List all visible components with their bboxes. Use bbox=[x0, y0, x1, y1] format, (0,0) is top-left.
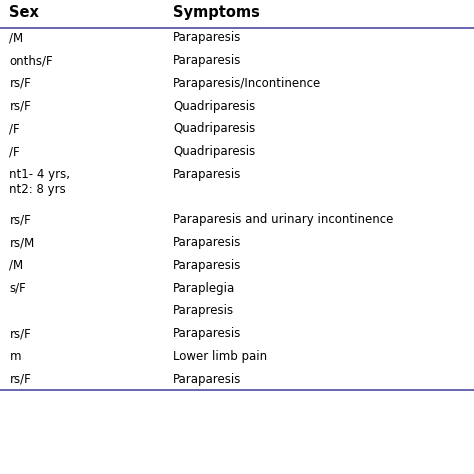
Text: rs/M: rs/M bbox=[9, 236, 35, 249]
Text: Paraparesis and urinary incontinence: Paraparesis and urinary incontinence bbox=[173, 213, 393, 226]
Text: rs/F: rs/F bbox=[9, 77, 31, 90]
Text: nt1- 4 yrs,
nt2: 8 yrs: nt1- 4 yrs, nt2: 8 yrs bbox=[9, 168, 71, 196]
Text: rs/F: rs/F bbox=[9, 373, 31, 385]
Text: Quadriparesis: Quadriparesis bbox=[173, 145, 255, 158]
Text: Symptoms: Symptoms bbox=[173, 5, 260, 20]
Text: /F: /F bbox=[9, 122, 20, 135]
Text: Lower limb pain: Lower limb pain bbox=[173, 350, 267, 363]
Text: Paraparesis/Incontinence: Paraparesis/Incontinence bbox=[173, 77, 321, 90]
Text: Paraparesis: Paraparesis bbox=[173, 259, 241, 272]
Text: rs/F: rs/F bbox=[9, 100, 31, 112]
Text: rs/F: rs/F bbox=[9, 213, 31, 226]
Text: Sex: Sex bbox=[9, 5, 39, 20]
Text: /M: /M bbox=[9, 31, 24, 44]
Text: Paraparesis: Paraparesis bbox=[173, 31, 241, 44]
Text: Paraparesis: Paraparesis bbox=[173, 168, 241, 181]
Text: onths/F: onths/F bbox=[9, 54, 53, 67]
Text: Paraplegia: Paraplegia bbox=[173, 282, 235, 294]
Text: Parapresis: Parapresis bbox=[173, 304, 234, 317]
Text: Paraparesis: Paraparesis bbox=[173, 236, 241, 249]
Text: /M: /M bbox=[9, 259, 24, 272]
Text: /F: /F bbox=[9, 145, 20, 158]
Text: Paraparesis: Paraparesis bbox=[173, 373, 241, 385]
Text: Quadriparesis: Quadriparesis bbox=[173, 100, 255, 112]
Text: m: m bbox=[9, 350, 21, 363]
Text: Paraparesis: Paraparesis bbox=[173, 54, 241, 67]
Text: s/F: s/F bbox=[9, 282, 26, 294]
Text: Paraparesis: Paraparesis bbox=[173, 327, 241, 340]
Text: rs/F: rs/F bbox=[9, 327, 31, 340]
Text: Quadriparesis: Quadriparesis bbox=[173, 122, 255, 135]
